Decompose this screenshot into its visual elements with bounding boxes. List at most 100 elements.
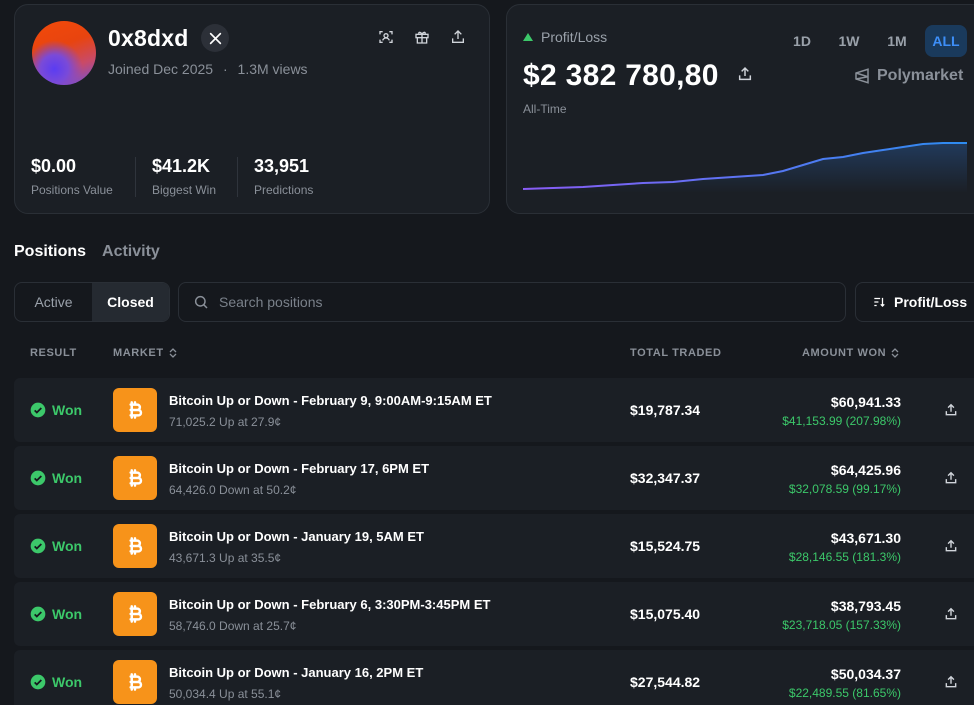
market-position: 43,671.3 Up at 35.5¢ <box>169 551 282 565</box>
result-label: Won <box>52 674 83 690</box>
gift-icon[interactable] <box>412 27 432 47</box>
share-icon[interactable] <box>943 538 959 554</box>
sort-toggle-icon <box>169 348 177 358</box>
sort-label: Profit/Loss <box>894 294 968 310</box>
tab-activity[interactable]: Activity <box>102 243 160 260</box>
amount-won-value: $38,793.45 <box>830 598 901 614</box>
total-traded-value: $19,787.34 <box>630 402 701 418</box>
header-total-traded: TOTAL TRADED <box>630 347 722 359</box>
check-circle-icon <box>30 402 46 418</box>
brand-name: Polymarket <box>877 67 964 84</box>
profit-value: $22,489.55 (81.65%) <box>788 686 901 700</box>
share-icon[interactable] <box>448 27 468 47</box>
market-title[interactable]: Bitcoin Up or Down - February 6, 3:30PM-… <box>169 597 491 612</box>
result-label: Won <box>52 402 83 418</box>
amount-won-value: $64,425.96 <box>830 462 901 478</box>
stat-divider <box>135 157 136 197</box>
profit-loss-card: Profit/Loss 1D 1W 1M ALL $2 382 780,80 A… <box>506 4 974 214</box>
market-position: 71,025.2 Up at 27.9¢ <box>169 415 282 429</box>
result-badge: Won <box>30 674 82 690</box>
range-all-button[interactable]: ALL <box>925 25 967 57</box>
market-position: 64,426.0 Down at 50.2¢ <box>169 483 297 497</box>
profit-value: $23,718.05 (157.33%) <box>782 618 901 632</box>
result-badge: Won <box>30 470 82 486</box>
result-label: Won <box>52 538 83 554</box>
tab-positions[interactable]: Positions <box>14 243 87 260</box>
stat-label: Positions Value <box>31 183 113 197</box>
position-row[interactable]: Won Bitcoin Up or Down - February 9, 9:0… <box>14 378 974 442</box>
market-title[interactable]: Bitcoin Up or Down - February 17, 6PM ET <box>169 461 430 476</box>
share-icon[interactable] <box>943 606 959 622</box>
pnl-chart-area <box>523 143 967 193</box>
stat-label: Predictions <box>254 183 314 197</box>
x-social-icon[interactable] <box>201 24 229 52</box>
amount-won-value: $50,034.37 <box>830 666 901 682</box>
sort-icon <box>874 297 885 307</box>
market-position: 58,746.0 Down at 25.7¢ <box>169 619 297 633</box>
amount-won-value: $60,941.33 <box>830 394 901 410</box>
check-circle-icon <box>30 674 46 690</box>
header-amount-won-label: AMOUNT WON <box>802 347 887 359</box>
scan-icon[interactable] <box>376 27 396 47</box>
stat-value: $0.00 <box>31 156 77 176</box>
sort-button[interactable]: Profit/Loss <box>855 282 974 322</box>
profit-value: $28,146.55 (181.3%) <box>788 550 901 564</box>
header-result: RESULT <box>30 347 77 359</box>
joined-date: Joined Dec 2025 <box>108 61 214 77</box>
total-traded-value: $32,347.37 <box>630 470 701 486</box>
pnl-label: Profit/Loss <box>541 29 608 45</box>
main-tabs: Positions Activity <box>14 243 160 261</box>
share-icon[interactable] <box>943 674 959 690</box>
share-pnl-icon[interactable] <box>737 56 753 90</box>
filter-closed-button[interactable]: Closed <box>92 283 169 321</box>
range-1w-button[interactable]: 1W <box>838 33 860 49</box>
sort-toggle-icon <box>891 348 899 358</box>
stat-positions-value: $0.00 Positions Value <box>31 156 113 197</box>
pnl-value: $2 382 780,80 <box>523 59 753 94</box>
check-circle-icon <box>30 470 46 486</box>
market-title[interactable]: Bitcoin Up or Down - February 9, 9:00AM-… <box>169 393 492 408</box>
username: 0x8dxd <box>108 25 189 51</box>
position-row[interactable]: Won Bitcoin Up or Down - January 19, 5AM… <box>14 514 974 578</box>
header-market[interactable]: MARKET <box>113 347 178 359</box>
status-filter: Active Closed <box>14 282 170 322</box>
result-badge: Won <box>30 538 82 554</box>
header-market-label: MARKET <box>113 347 164 359</box>
position-row[interactable]: Won Bitcoin Up or Down - January 16, 2PM… <box>14 650 974 705</box>
profile-card: 0x8dxd Joined Dec 2025 · 1.3M views $0.0… <box>14 4 490 214</box>
view-count: 1.3M views <box>237 61 308 77</box>
market-title[interactable]: Bitcoin Up or Down - January 19, 5AM ET <box>169 529 424 544</box>
position-row[interactable]: Won Bitcoin Up or Down - February 17, 6P… <box>14 446 974 510</box>
check-circle-icon <box>30 538 46 554</box>
check-circle-icon <box>30 606 46 622</box>
share-icon[interactable] <box>943 402 959 418</box>
bitcoin-icon <box>113 524 157 568</box>
pnl-amount: $2 382 780,80 <box>523 59 719 92</box>
stat-divider <box>237 157 238 197</box>
pnl-chart <box>523 142 967 193</box>
meta-separator: · <box>222 61 228 77</box>
profit-value: $41,153.99 (207.98%) <box>782 414 901 428</box>
search-input[interactable] <box>219 294 819 310</box>
search-icon <box>194 295 208 309</box>
position-row[interactable]: Won Bitcoin Up or Down - February 6, 3:3… <box>14 582 974 646</box>
share-icon[interactable] <box>943 470 959 486</box>
filter-active-button[interactable]: Active <box>34 294 73 310</box>
range-1m-button[interactable]: 1M <box>887 33 907 49</box>
pnl-chart-line <box>523 142 967 190</box>
bitcoin-icon <box>113 456 157 500</box>
profit-value: $32,078.59 (99.17%) <box>788 482 901 496</box>
market-title[interactable]: Bitcoin Up or Down - January 16, 2PM ET <box>169 665 424 680</box>
result-badge: Won <box>30 606 82 622</box>
result-label: Won <box>52 470 83 486</box>
result-badge: Won <box>30 402 82 418</box>
stat-predictions: 33,951 Predictions <box>254 156 313 197</box>
bitcoin-icon <box>113 592 157 636</box>
stat-biggest-win: $41.2K Biggest Win <box>152 156 216 197</box>
header-amount-won[interactable]: AMOUNT WON <box>802 347 900 359</box>
profile-meta: Joined Dec 2025 · 1.3M views <box>108 61 308 77</box>
total-traded-value: $27,544.82 <box>630 674 701 690</box>
range-1d-button[interactable]: 1D <box>793 33 811 49</box>
bitcoin-icon <box>113 660 157 704</box>
amount-won-value: $43,671.30 <box>830 530 901 546</box>
